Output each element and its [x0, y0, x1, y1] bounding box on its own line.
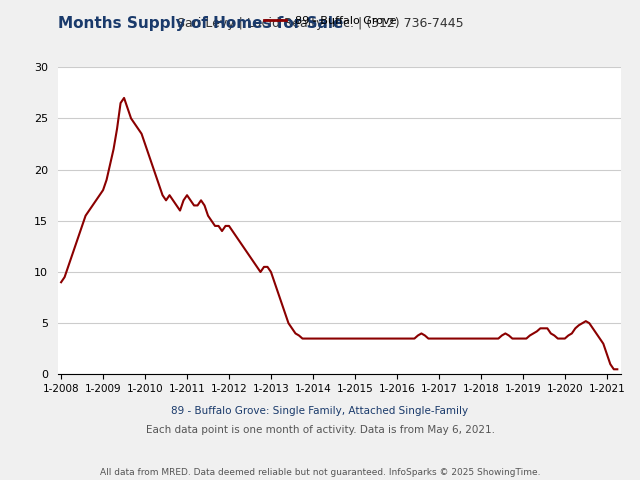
Text: All data from MRED. Data deemed reliable but not guaranteed. InfoSparks © 2025 S: All data from MRED. Data deemed reliable… — [100, 468, 540, 477]
Text: 89 - Buffalo Grove: Single Family, Attached Single-Family: 89 - Buffalo Grove: Single Family, Attac… — [172, 406, 468, 416]
Legend: 89 - Buffalo Grove: 89 - Buffalo Grove — [260, 12, 401, 30]
Text: Months Supply of Homes for Sale: Months Supply of Homes for Sale — [58, 16, 343, 31]
Text: Sari Levy | Lucid Realty, Inc. | (312) 736-7445: Sari Levy | Lucid Realty, Inc. | (312) 7… — [177, 17, 463, 31]
Text: Each data point is one month of activity. Data is from May 6, 2021.: Each data point is one month of activity… — [145, 425, 495, 435]
